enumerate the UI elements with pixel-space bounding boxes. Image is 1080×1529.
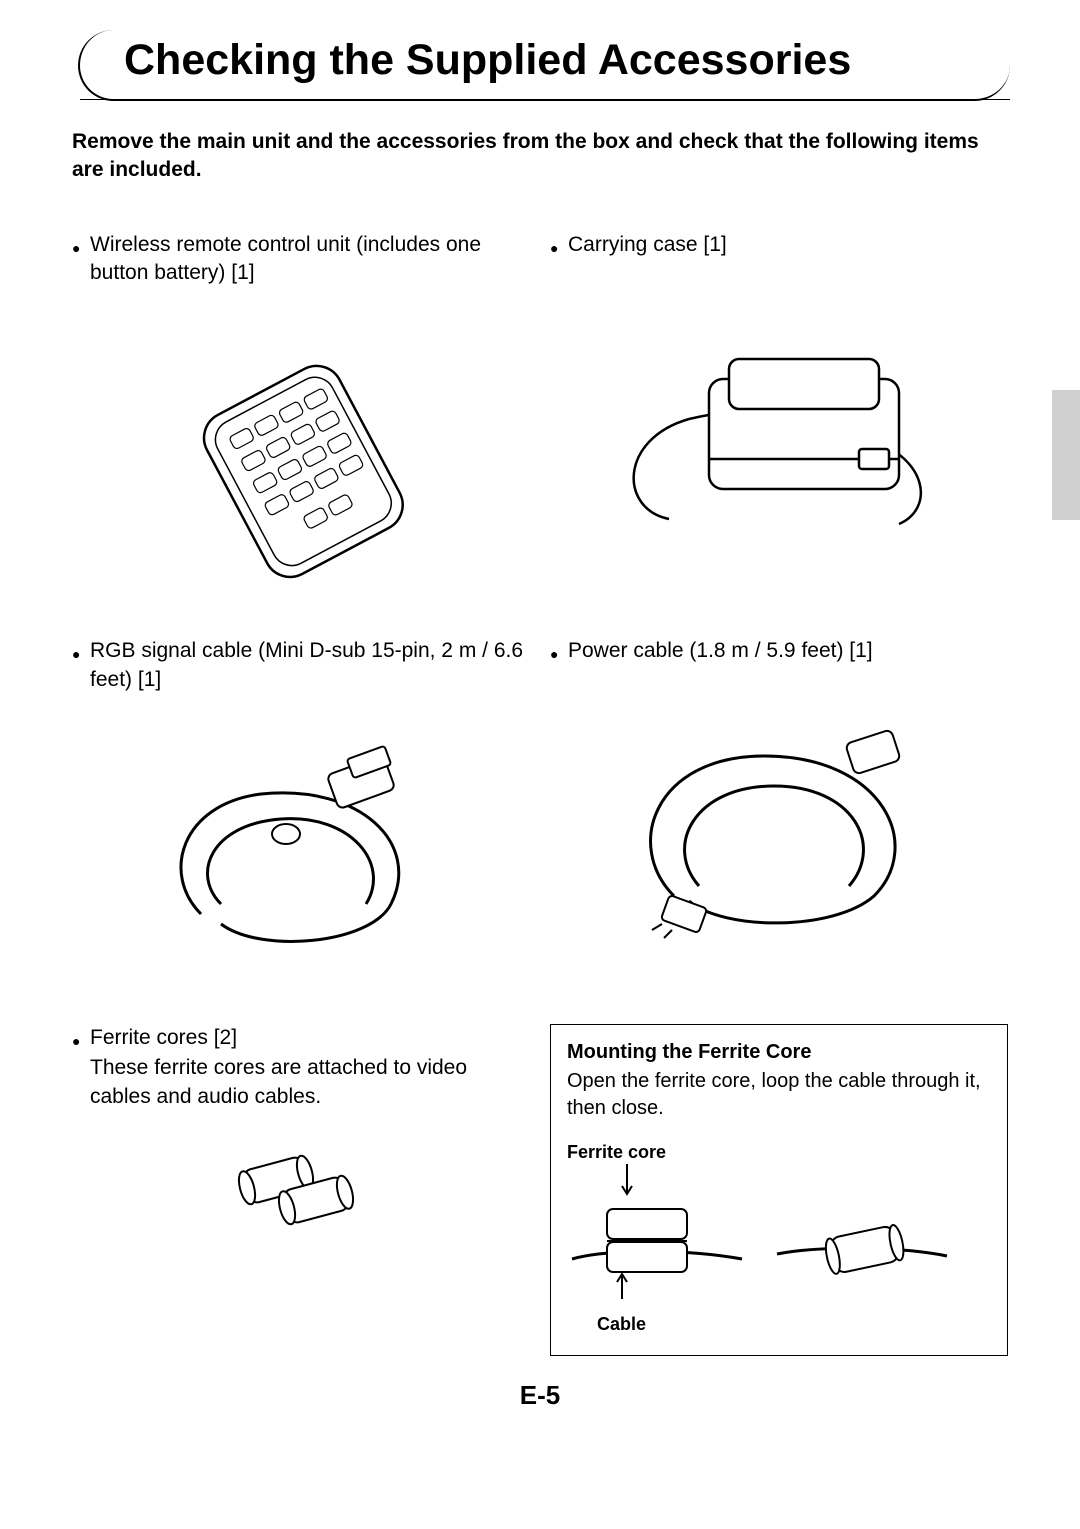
accessory-carrying-case: Carrying case [1] — [550, 231, 1008, 618]
remote-illustration — [72, 317, 530, 617]
bullet-icon — [72, 637, 90, 694]
ferrite-illustration — [72, 1125, 530, 1245]
title-banner: Checking the Supplied Accessories — [78, 30, 1010, 100]
label-cable: Cable — [597, 1312, 991, 1336]
page-number: E-5 — [70, 1380, 1010, 1411]
accessory-label: RGB signal cable (Mini D-sub 15-pin, 2 m… — [90, 637, 530, 694]
bullet-icon — [550, 637, 568, 665]
bullet-icon — [72, 1024, 90, 1052]
accessory-label: Carrying case [1] — [568, 231, 1008, 259]
ferrite-info-box: Mounting the Ferrite Core Open the ferri… — [550, 1024, 1008, 1356]
intro-text: Remove the main unit and the accessories… — [72, 128, 1008, 185]
accessory-label: Power cable (1.8 m / 5.9 feet) [1] — [568, 637, 1008, 665]
accessory-rgb-cable: RGB signal cable (Mini D-sub 15-pin, 2 m… — [72, 637, 530, 1004]
ferrite-note: These ferrite cores are attached to vide… — [90, 1054, 530, 1111]
accessory-ferrite-cores: Ferrite cores [2] These ferrite cores ar… — [72, 1024, 530, 1356]
infobox-title: Mounting the Ferrite Core — [567, 1039, 991, 1066]
label-ferrite-core: Ferrite core — [567, 1140, 991, 1164]
power-cable-illustration — [550, 686, 1008, 976]
bullet-icon — [550, 231, 568, 259]
accessory-power-cable: Power cable (1.8 m / 5.9 feet) [1] — [550, 637, 1008, 1004]
bullet-icon — [72, 231, 90, 288]
infobox-body: Open the ferrite core, loop the cable th… — [567, 1068, 991, 1122]
accessory-label: Wireless remote control unit (includes o… — [90, 231, 530, 288]
thumb-tab — [1052, 390, 1080, 520]
ferrite-mount-diagram — [567, 1164, 967, 1314]
carrying-case-illustration — [550, 289, 1008, 589]
accessory-label: Ferrite cores [2] — [90, 1024, 530, 1052]
accessory-grid: Wireless remote control unit (includes o… — [70, 231, 1010, 1356]
page-title: Checking the Supplied Accessories — [124, 36, 851, 84]
rgb-cable-illustration — [72, 714, 530, 1004]
manual-page: Checking the Supplied Accessories Remove… — [0, 0, 1080, 1529]
accessory-remote: Wireless remote control unit (includes o… — [72, 231, 530, 618]
